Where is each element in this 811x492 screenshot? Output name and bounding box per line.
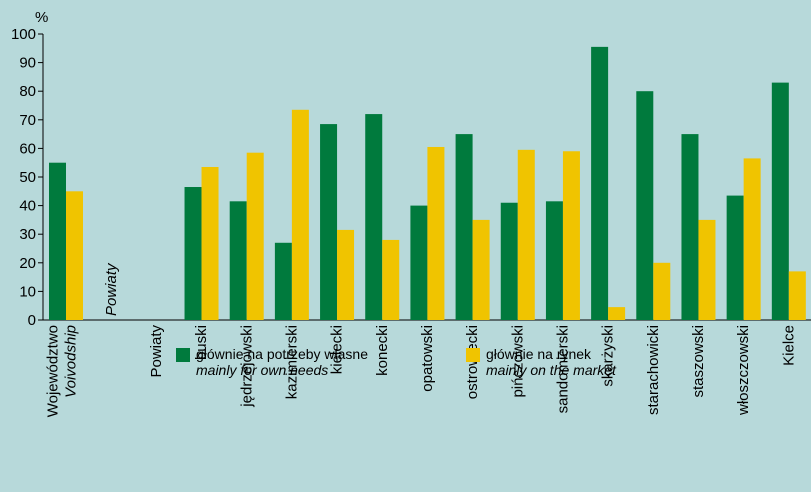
y-tick-label: 40: [19, 198, 36, 215]
bar-market: [201, 166, 219, 320]
legend-label-en: mainly for own needs: [196, 362, 329, 378]
x-tick-label: kielecki: [329, 325, 346, 374]
bar-own-needs: [500, 202, 518, 320]
bar-market: [382, 239, 400, 320]
bar-market: [653, 262, 671, 320]
bars: [49, 46, 806, 321]
x-tick-label: Województwo: [45, 325, 62, 417]
bar-own-needs: [49, 162, 66, 320]
bar-own-needs: [184, 187, 202, 320]
y-tick-label: 80: [19, 83, 36, 100]
x-tick-label: starachowicki: [645, 325, 662, 415]
x-tick-label: włoszczowski: [735, 325, 752, 416]
x-tick-sublabel: Powiaty: [103, 262, 120, 316]
x-tick-label: Kielce: [780, 325, 797, 366]
bar-market: [608, 307, 626, 320]
x-axis-labels: Województwo Voivodship Powiaty Powiaty buski…: [45, 262, 798, 417]
legend-swatch-green: [176, 348, 190, 362]
bar-market: [291, 109, 309, 320]
x-tick-label: buski: [193, 325, 210, 360]
legend-label-pl: głównie na potrzeby własne: [196, 346, 368, 362]
bar-market: [788, 271, 806, 320]
bar-market: [698, 219, 716, 320]
y-tick-label: 20: [19, 255, 36, 272]
y-unit-label: %: [35, 9, 48, 26]
bar-own-needs: [681, 134, 699, 320]
bar-own-needs: [636, 91, 654, 320]
y-tick-label: 70: [19, 112, 36, 129]
bar-own-needs: [229, 201, 247, 320]
bar-own-needs: [410, 205, 428, 320]
y-tick-label: 30: [19, 226, 36, 243]
bar-own-needs: [545, 201, 563, 320]
x-tick-label: skarżyski: [600, 325, 617, 387]
bar-own-needs: [591, 46, 609, 321]
bar-own-needs: [274, 242, 292, 320]
bar-own-needs: [771, 82, 789, 321]
x-tick-label: ostrowiecki: [464, 325, 481, 399]
bar-market: [517, 149, 535, 320]
y-axis: 0 10 20 30 40 50 60 70 80 90 100: [11, 26, 811, 329]
bar-market: [427, 146, 445, 320]
x-tick-label: Powiaty: [148, 325, 165, 378]
x-tick-label: kazimierski: [283, 325, 300, 399]
x-tick-label: konecki: [374, 325, 391, 376]
bar-own-needs: [365, 114, 383, 320]
y-tick-label: 100: [11, 26, 36, 43]
bar-own-needs: [726, 195, 744, 320]
y-tick-label: 0: [28, 312, 36, 329]
bar-own-needs: [455, 134, 473, 320]
x-tick-sublabel: Voivodship: [63, 325, 80, 398]
bar-own-needs: [320, 124, 338, 320]
x-tick-label: staszowski: [690, 325, 707, 398]
bar-market: [562, 151, 580, 320]
x-tick-label: opatowski: [419, 325, 436, 392]
x-tick-label: sandomierski: [555, 325, 572, 413]
bar-market: [472, 219, 490, 320]
bar-market: [743, 158, 761, 320]
bar-market: [337, 229, 355, 320]
y-tick-label: 10: [19, 283, 36, 300]
x-tick-label: pińczowski: [509, 325, 526, 398]
bar-market: [66, 191, 83, 320]
legend-swatch-yellow: [466, 348, 480, 362]
x-tick-label: jędrzejowski: [238, 325, 255, 408]
legend-label-pl: głównie na rynek: [486, 346, 592, 362]
y-tick-label: 50: [19, 169, 36, 186]
bar-market: [246, 152, 264, 320]
y-tick-label: 60: [19, 140, 36, 157]
y-tick-label: 90: [19, 55, 36, 72]
legend-label-en: mainly on the market: [486, 362, 616, 378]
